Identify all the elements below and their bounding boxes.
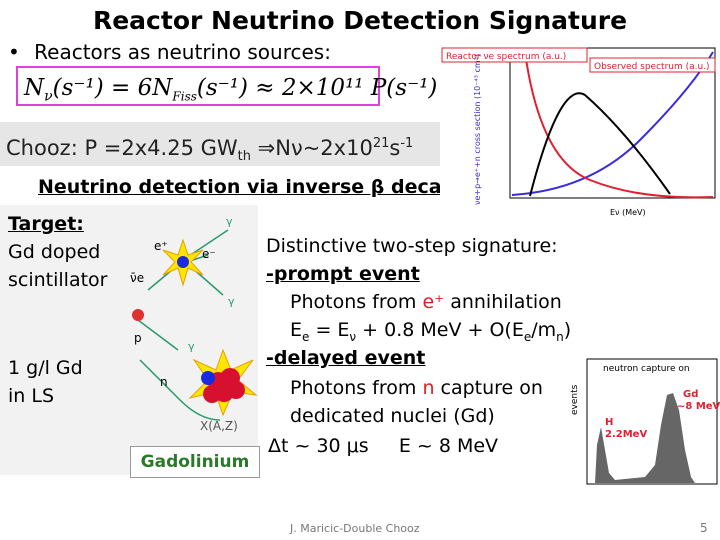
diagram-label: e⁻ — [202, 247, 216, 261]
text: Photons from — [290, 291, 423, 313]
footer: J. Maricic-Double Chooz — [290, 522, 420, 535]
h-label: 2.2MeV — [605, 429, 647, 440]
capture-y-label: events — [570, 384, 580, 415]
text: annihilation — [444, 291, 562, 313]
eq-part: (s⁻¹) ≈ 2×10¹¹ P(s⁻¹) — [196, 75, 438, 101]
gadolinium-label: Gadolinium — [130, 446, 260, 478]
legend-box — [589, 57, 716, 73]
bullet: • Reactors as neutrino sources: — [8, 40, 331, 64]
diagram-label: n — [160, 375, 168, 389]
gd-line: in LS — [8, 385, 55, 407]
signature-heading: Distinctive two-step signature: — [266, 235, 558, 257]
y-axis-label: νe+p→e⁺+n cross section (10⁻⁴³ cm²) — [473, 54, 482, 205]
target-text: Target: Gd doped scintillator — [8, 210, 107, 294]
energy-formula: Ee = Eν + 0.8 MeV + O(Ee/mn) — [290, 316, 571, 351]
delayed-line: dedicated nuclei (Gd) — [290, 405, 495, 427]
equation: Nν(s⁻¹) = 6NFiss(s⁻¹) ≈ 2×10¹¹ P(s⁻¹) — [16, 66, 437, 106]
plot-frame — [586, 358, 718, 485]
sub: e — [302, 329, 310, 344]
positron-text: e⁺ — [422, 291, 445, 313]
delayed-heading: -delayed event — [266, 347, 426, 369]
spectrum-plot: Reactor νe spectrum (a.u.) Observed spec… — [440, 40, 718, 220]
legend-reactor: Reactor νe spectrum (a.u.) — [446, 52, 566, 62]
eq-part: N — [24, 75, 45, 101]
text: E — [290, 319, 303, 341]
diagram: e⁺ e⁻ ν̄e p n X(A,Z) γ γ γ — [130, 215, 258, 433]
sub: e — [523, 329, 532, 344]
target-line: Gd doped — [8, 241, 101, 263]
prompt-heading: -prompt event — [266, 263, 420, 285]
capture-title: neutron capture on — [603, 364, 690, 374]
target-label: Target: — [8, 213, 84, 235]
diagram-label: ν̄e — [130, 271, 144, 285]
chooz-sup: -1 — [400, 136, 414, 151]
cross-section-curve — [511, 51, 714, 196]
text: Photons from — [290, 377, 423, 399]
proton — [132, 309, 144, 321]
sub: ν — [349, 329, 357, 344]
histogram-shape — [595, 393, 695, 483]
h-label: H — [605, 417, 613, 428]
text: + 0.8 MeV + O(E — [356, 319, 524, 341]
x-axis-label: Eν (MeV) — [610, 208, 646, 217]
plot-bg — [565, 355, 720, 490]
eq-part: (s⁻¹) = 6N — [52, 75, 173, 101]
positron — [177, 256, 189, 268]
text: ) — [563, 319, 572, 341]
diagram-label: γ — [226, 215, 233, 228]
gd-label: ~8 MeV — [677, 401, 720, 412]
left-panel — [0, 205, 258, 475]
page-number: 5 — [700, 521, 708, 535]
plot-frame — [509, 47, 716, 199]
timing: Δt ~ 30 μs E ~ 8 MeV — [268, 435, 499, 457]
eq-sub: ν — [44, 88, 53, 105]
diagram-label: γ — [188, 340, 195, 353]
diagram-label: e⁺ — [154, 239, 168, 253]
observed-curve — [529, 92, 671, 197]
delayed-line: Photons from n capture on — [290, 374, 543, 402]
chooz-part: s — [389, 136, 401, 160]
target-line: scintillator — [8, 269, 108, 291]
capture-plot: neutron capture on events H 2.2MeV Gd ~8… — [565, 355, 720, 490]
bullet-text: Reactors as neutrino sources: — [34, 40, 331, 64]
chooz-part: Chooz: P =2x4.25 GW — [6, 136, 238, 160]
gd-label: Gd — [683, 389, 698, 400]
text: /m — [531, 319, 557, 341]
diagram-label: γ — [228, 295, 235, 308]
chooz-sub: th — [237, 149, 251, 165]
chooz-sup: 21 — [372, 136, 390, 151]
detection-heading: Neutrino detection via inverse β decay — [38, 176, 454, 198]
prompt-line: Photons from e⁺ annihilation — [290, 288, 562, 316]
text: capture on — [434, 377, 543, 399]
neutron — [201, 371, 215, 385]
chooz-part: ⇒Nν~2x10 — [250, 136, 373, 160]
gd-text: 1 g/l Gd in LS — [8, 354, 83, 410]
neutron-text: n — [422, 377, 435, 399]
diagram-label: p — [134, 331, 142, 345]
title: Reactor Neutrino Detection Signature — [92, 6, 628, 35]
reactor-curve — [524, 51, 714, 199]
sub: n — [556, 329, 564, 344]
gd-line: 1 g/l Gd — [8, 357, 83, 379]
eq-sub: Fiss — [172, 89, 197, 104]
chooz-line: Chooz: P =2x4.25 GWth ⇒Nν~2x1021s-1 — [0, 122, 440, 166]
legend-box — [441, 47, 588, 63]
legend-observed: Observed spectrum (a.u.) — [594, 62, 710, 72]
diagram-label: X(A,Z) — [200, 419, 238, 433]
text: = E — [309, 319, 350, 341]
